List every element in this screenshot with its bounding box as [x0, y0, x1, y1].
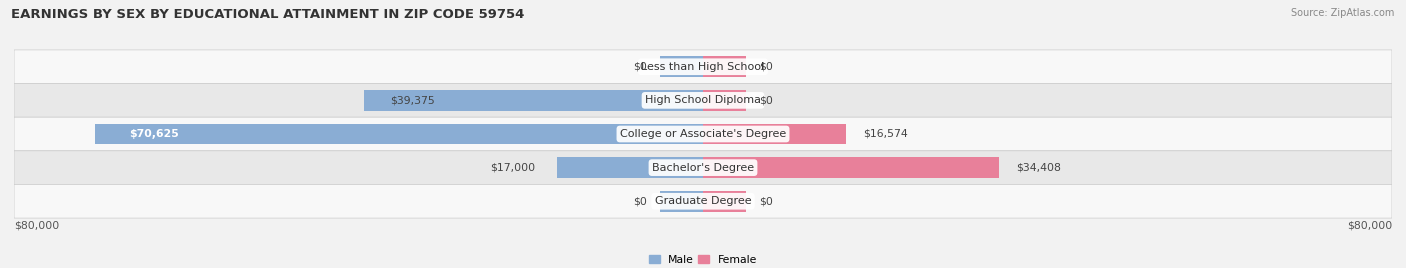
Bar — [703, 124, 846, 144]
Text: $0: $0 — [759, 95, 773, 105]
Bar — [703, 191, 747, 212]
Text: EARNINGS BY SEX BY EDUCATIONAL ATTAINMENT IN ZIP CODE 59754: EARNINGS BY SEX BY EDUCATIONAL ATTAINMEN… — [11, 8, 524, 21]
Text: Source: ZipAtlas.com: Source: ZipAtlas.com — [1291, 8, 1395, 18]
FancyBboxPatch shape — [14, 117, 1392, 151]
Text: Less than High School: Less than High School — [641, 62, 765, 72]
Text: $0: $0 — [633, 62, 647, 72]
Bar — [364, 90, 703, 111]
Text: $80,000: $80,000 — [1347, 220, 1392, 230]
Text: $17,000: $17,000 — [489, 163, 536, 173]
FancyBboxPatch shape — [14, 84, 1392, 117]
FancyBboxPatch shape — [14, 151, 1392, 184]
Text: College or Associate's Degree: College or Associate's Degree — [620, 129, 786, 139]
Text: $0: $0 — [633, 196, 647, 206]
Text: Graduate Degree: Graduate Degree — [655, 196, 751, 206]
Bar — [703, 157, 1000, 178]
FancyBboxPatch shape — [14, 50, 1392, 84]
Text: $39,375: $39,375 — [389, 95, 434, 105]
Text: Bachelor's Degree: Bachelor's Degree — [652, 163, 754, 173]
Text: $80,000: $80,000 — [14, 220, 59, 230]
Text: $0: $0 — [759, 196, 773, 206]
Bar — [557, 157, 703, 178]
Bar — [703, 90, 747, 111]
Text: High School Diploma: High School Diploma — [645, 95, 761, 105]
Legend: Male, Female: Male, Female — [644, 251, 762, 268]
FancyBboxPatch shape — [14, 184, 1392, 218]
Bar — [703, 56, 747, 77]
Text: $0: $0 — [759, 62, 773, 72]
Bar — [659, 56, 703, 77]
Bar — [94, 124, 703, 144]
Bar — [659, 191, 703, 212]
Text: $70,625: $70,625 — [129, 129, 179, 139]
Text: $16,574: $16,574 — [863, 129, 908, 139]
Text: $34,408: $34,408 — [1017, 163, 1062, 173]
